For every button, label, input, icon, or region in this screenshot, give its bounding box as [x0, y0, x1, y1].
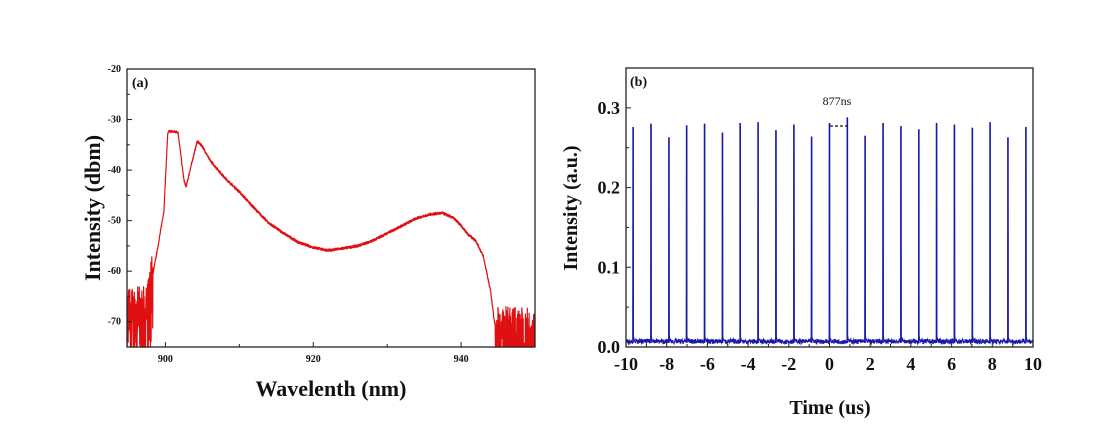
axis-ticks-b: -10 -8 -6 -4 -2 0 2 4 6 8 10 0.0 0.1 0.2 0.3	[598, 67, 1042, 374]
chart-b: -10 -8 -6 -4 -2 0 2 4 6 8 10 0.0 0.1 0.2 0.3 (b) 877ns…	[560, 67, 1042, 419]
chart-a: 900 920 940 -20 -30 -40 -50 -60 -70 (a) Wavelent…	[80, 64, 536, 401]
x-tick-label-b: -6	[700, 354, 715, 374]
x-axis-title-a: Wavelenth (nm)	[256, 376, 407, 401]
x-tick-label-b: -10	[614, 354, 638, 374]
x-tick-label-a: 920	[306, 354, 321, 365]
y-tick-label-b: 0.3	[598, 98, 621, 118]
y-tick-label-a: -40	[108, 165, 121, 176]
x-tick-label-b: -4	[741, 354, 756, 374]
y-tick-label-a: -70	[108, 317, 121, 328]
period-annotation: 877ns	[823, 94, 852, 108]
y-axis-title-b: Intensity (a.u.)	[560, 145, 582, 270]
y-tick-label-a: -60	[108, 266, 121, 277]
y-axis-title-a: Intensity (dbm)	[80, 135, 105, 281]
x-tick-label-b: 8	[988, 354, 997, 374]
pulse-train-line	[625, 117, 1034, 346]
panel-label-b: (b)	[630, 75, 647, 90]
x-tick-label-b: -8	[659, 354, 674, 374]
y-tick-label-b: 0.2	[598, 178, 621, 198]
x-axis-title-b: Time (us)	[789, 397, 870, 419]
x-tick-label-b: 0	[825, 354, 834, 374]
y-tick-label-a: -30	[108, 115, 121, 126]
y-tick-label-b: 0.0	[598, 337, 621, 357]
x-tick-label-a: 900	[158, 354, 173, 365]
y-tick-label-b: 0.1	[598, 257, 621, 277]
x-tick-label-b: 10	[1024, 354, 1042, 374]
x-tick-label-b: 6	[947, 354, 956, 374]
x-tick-label-b: 4	[906, 354, 915, 374]
spectrum-line	[126, 129, 536, 348]
plot-frame-a	[126, 68, 536, 348]
axis-ticks-a: 900 920 940 -20 -30 -40 -50 -60 -70	[108, 64, 469, 365]
y-tick-label-a: -50	[108, 216, 121, 227]
x-tick-label-a: 940	[454, 354, 469, 365]
panel-label-a: (a)	[132, 76, 149, 91]
y-tick-label-a: -20	[108, 64, 121, 75]
x-tick-label-b: -2	[781, 354, 796, 374]
x-tick-label-b: 2	[866, 354, 875, 374]
